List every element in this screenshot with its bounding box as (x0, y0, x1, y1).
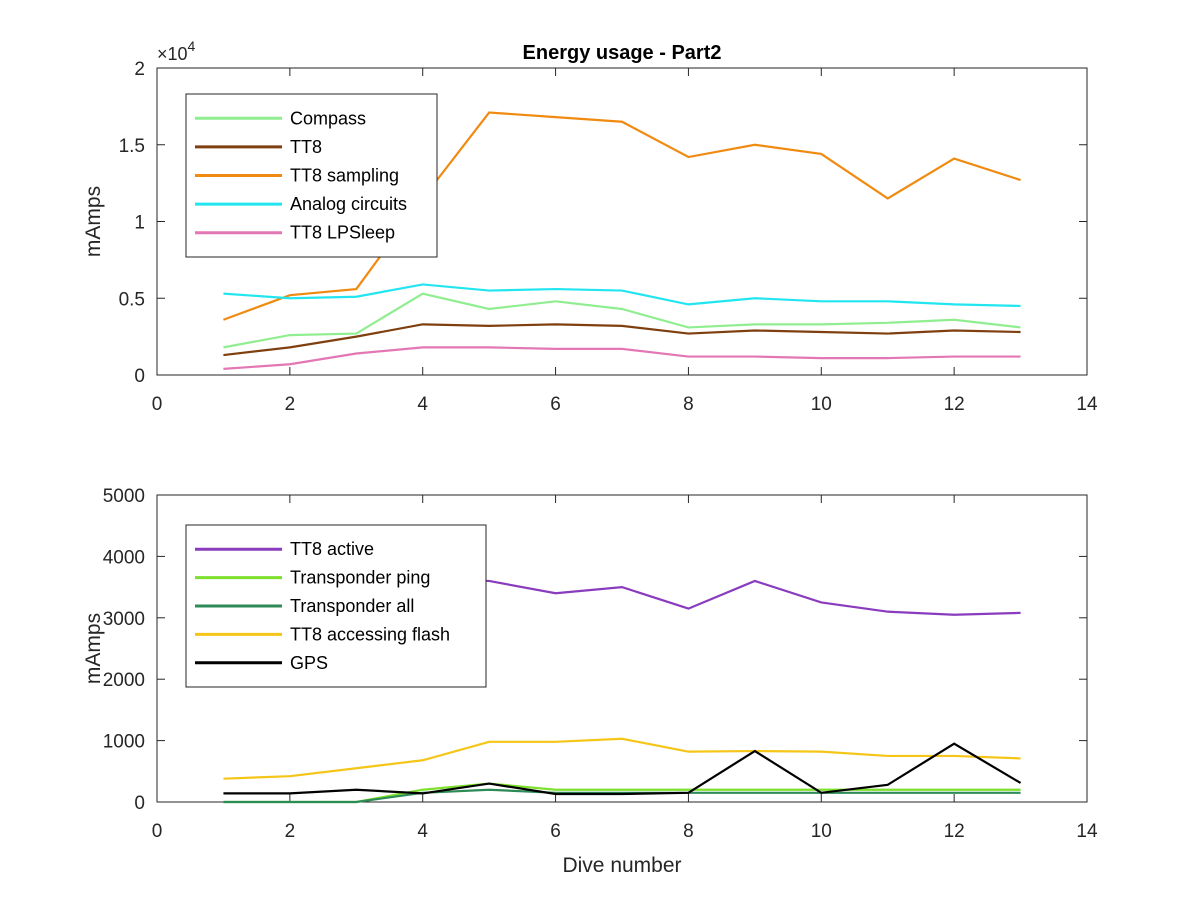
x-tick-label: 10 (811, 394, 832, 415)
legend-label: TT8 (290, 137, 322, 157)
y-axis-label: mAmps (82, 186, 105, 257)
legend: Compass TT8 TT8 sampling Analog circuits TT8… (185, 93, 438, 258)
x-tick-label: 8 (683, 394, 694, 415)
y-tick-label: 1 (134, 213, 145, 234)
x-tick-label: 14 (1076, 821, 1098, 842)
y-tick-label: 0.5 (119, 289, 145, 310)
series-line-4 (223, 737, 1021, 780)
x-tick-label: 0 (152, 821, 163, 842)
x-tick-label: 8 (683, 821, 694, 842)
chart-title: Energy usage - Part2 (523, 42, 722, 64)
y-tick-label: 0 (134, 793, 145, 814)
legend-label: TT8 accessing flash (290, 624, 450, 644)
series-line-1 (223, 292, 1021, 349)
x-tick-label: 4 (417, 821, 428, 842)
bottom-panel: 0 2 4 6 8 10 12 14 0 1000 2000 3000 4000 5000 mAmps Div… (82, 486, 1098, 877)
x-tick-label: 4 (417, 394, 428, 415)
y-tick-label: 0 (134, 366, 145, 387)
y-tick-label: 4000 (103, 547, 145, 568)
series-line-2 (223, 323, 1021, 357)
series-line-3 (223, 788, 1021, 804)
legend-label: Compass (290, 108, 366, 128)
legend-label: GPS (290, 653, 328, 673)
y-tick-label: 2 (134, 59, 145, 80)
legend-label: TT8 active (290, 539, 374, 559)
x-tick-label: 14 (1076, 394, 1098, 415)
x-tick-label: 12 (944, 821, 965, 842)
series-line-3 (223, 111, 1021, 321)
x-tick-label: 2 (285, 821, 296, 842)
legend-label: TT8 LPSleep (290, 223, 395, 243)
legend: TT8 active Transponder ping Transponder al… (185, 524, 487, 688)
series-line-5 (223, 742, 1022, 796)
y-tick-label: 2000 (103, 670, 145, 691)
top-panel: 0 2 4 6 8 10 12 14 0 0.5 1 1.5 2 mAmps Energy usage - … (82, 38, 1098, 415)
x-tick-label: 10 (811, 821, 832, 842)
y-tick-label: 1000 (103, 732, 145, 753)
x-tick-label: 2 (285, 394, 296, 415)
y-axis-label: mAmps (82, 613, 105, 684)
x-tick-label: 12 (944, 394, 965, 415)
legend-label: Analog circuits (290, 194, 407, 214)
legend-label: TT8 sampling (290, 166, 399, 186)
x-tick-label: 6 (550, 394, 561, 415)
y-exponent-label: ×104 (157, 38, 196, 64)
legend-label: Transponder ping (290, 568, 430, 588)
legend-label: Transponder all (290, 596, 414, 616)
series-line-4 (223, 283, 1021, 308)
legend-box (185, 93, 438, 258)
y-tick-label: 1.5 (119, 136, 145, 157)
y-exponent-power: 4 (188, 38, 196, 54)
series-line-5 (223, 346, 1021, 370)
y-tick-label: 5000 (103, 486, 145, 507)
x-tick-label: 0 (152, 394, 163, 415)
x-tick-label: 6 (550, 821, 561, 842)
y-tick-label: 3000 (103, 609, 145, 630)
x-axis-label: Dive number (562, 854, 681, 877)
